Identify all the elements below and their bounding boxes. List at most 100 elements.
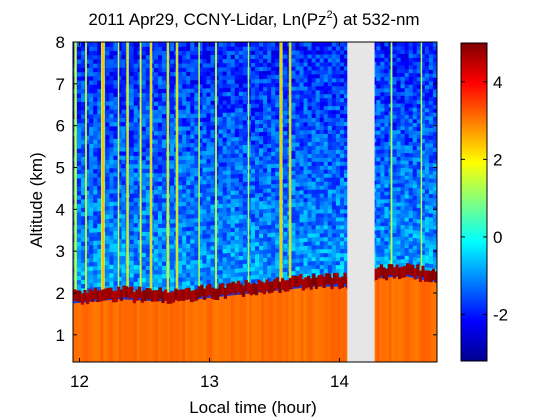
heatmap-cell [141,180,147,186]
heatmap-cell [380,42,386,47]
heatmap-cell [121,176,127,181]
heatmap-cell [315,260,321,266]
heatmap-cell [202,71,208,76]
heatmap-cell [133,104,139,110]
heatmap-cell [238,189,244,195]
heatmap-cell [311,173,317,178]
heatmap-cell [335,220,341,226]
heatmap-cell [303,233,309,239]
heatmap-cell [392,99,398,104]
heatmap-cell [89,147,94,153]
heatmap-cell [153,67,159,73]
heatmap-cell [157,193,163,199]
heatmap-cell [311,224,317,230]
heatmap-cell [323,77,329,83]
heatmap-cell [129,109,135,114]
heatmap-cell [242,74,248,80]
heatmap-cell [113,284,119,290]
heatmap-cell [339,248,345,254]
heatmap-cell [178,172,183,177]
heatmap-cell [400,186,406,191]
heatmap-cell [157,235,163,241]
heatmap-cell [145,231,151,237]
heatmap-cell [226,62,232,68]
heatmap-cell [319,208,325,214]
heatmap-cell [335,216,341,222]
heatmap-cell [133,88,139,93]
heatmap-cell [198,234,204,239]
heatmap-cell [81,203,86,208]
heatmap-cell [145,256,151,262]
heatmap-cell [259,257,264,263]
heatmap-cell [121,251,127,257]
heatmap-cell [259,172,264,177]
heatmap-cell [295,122,301,127]
heatmap-cell [291,114,297,119]
heatmap-cell [161,88,167,94]
heatmap-cell [117,142,123,148]
heatmap-cell [190,96,195,102]
heatmap-cell [380,168,386,173]
heatmap-cell [303,169,309,175]
heatmap-cell [242,70,248,76]
heatmap-cell [113,163,119,169]
heatmap-cell [250,242,256,247]
heatmap-cell [238,152,244,158]
heatmap-cell [210,150,216,155]
heatmap-cell [121,67,127,72]
heatmap-cell [259,86,264,92]
heatmap-cell [202,108,208,114]
heatmap-cell [230,206,236,212]
heatmap-cell [331,224,337,230]
heatmap-cell [331,196,337,202]
heatmap-cell [315,42,321,47]
heatmap-cell [307,61,313,67]
heatmap-cell [234,198,240,203]
heatmap-cell [89,118,94,123]
heatmap-cell [267,58,272,63]
heatmap-cell [380,87,386,93]
heatmap-cell [202,117,208,122]
heatmap-cell [255,200,260,206]
heatmap-cell [133,272,139,278]
heatmap-cell [242,91,248,96]
heatmap-cell [263,131,268,136]
heatmap-cell [380,110,386,116]
heatmap-cell [303,209,309,215]
heatmap-cell [376,179,381,185]
heatmap-cell [380,49,386,55]
heatmap-cell [133,79,139,85]
heatmap-cell [250,197,256,202]
heatmap-cell [93,244,98,250]
heatmap-cell [105,100,110,106]
heatmap-cell [81,42,86,47]
heatmap-cell [194,167,199,173]
heatmap-cell [283,106,288,112]
heatmap-cell [121,238,127,244]
heatmap-cell [291,106,297,111]
heatmap-cell [339,204,345,210]
heatmap-cell [303,89,309,95]
heatmap-cell [283,166,288,172]
heatmap-cell [311,53,317,59]
heatmap-cell [400,182,406,188]
heatmap-cell [145,151,151,157]
heatmap-cell [343,264,349,270]
heatmap-cell [190,276,195,282]
heatmap-cell [117,226,123,231]
heatmap-cell [222,199,228,204]
heatmap-cell [202,283,208,289]
heatmap-cell [210,145,216,151]
heatmap-cell [291,210,297,216]
heatmap-cell [145,206,151,211]
heatmap-cell [295,206,301,211]
heatmap-cell [315,73,321,79]
heatmap-cell [323,244,329,250]
heatmap-cell [129,209,135,215]
heatmap-cell [392,110,398,116]
heatmap-cell [299,205,305,211]
heatmap-cell [315,256,321,262]
heatmap-cell [319,129,325,134]
heatmap-cell [384,152,390,158]
heatmap-cell [384,160,390,165]
